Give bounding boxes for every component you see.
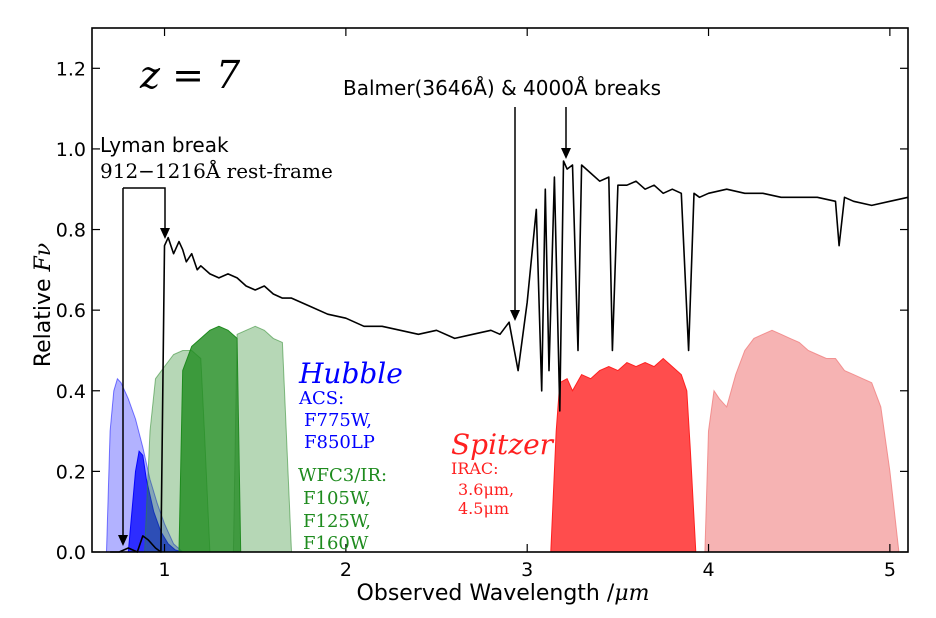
filter-curve-3 — [178, 325, 242, 553]
balmer-arrowhead — [510, 310, 520, 321]
wfc3-filter-1: F105W, — [303, 488, 371, 509]
filter-curve-5 — [550, 357, 697, 553]
balmer-label: Balmer(3646Å) & 4000Å breaks — [343, 76, 661, 100]
x-axis-title: Observed Wavelength /μm — [357, 581, 650, 606]
acs-filter-2: F850LP — [304, 432, 375, 453]
redshift-label: z = 7 — [139, 53, 241, 97]
y-tick-label: 1.2 — [56, 58, 86, 80]
x-tick-label: 4 — [702, 559, 714, 581]
lyman-arrowhead-right — [160, 228, 170, 239]
wfc3-filter-3: F160W — [303, 533, 369, 554]
lyman-break-label: Lyman break — [100, 133, 229, 157]
spectrum-series — [110, 160, 909, 553]
y-tick-label: 0.6 — [56, 300, 86, 322]
lyman-arrowhead-left — [118, 535, 128, 546]
y-tick-label: 0.0 — [56, 542, 86, 564]
irac-channel-1: 3.6μm, — [458, 480, 514, 499]
axis-ticks: 1 2 3 4 5 0.0 0.2 0.4 0.6 0.8 1.0 1.2 — [56, 28, 908, 581]
irac-channel-2: 4.5μm — [458, 499, 509, 518]
filter-curve-4 — [232, 325, 293, 553]
filter-curves — [105, 325, 900, 553]
spitzer-label: Spitzer — [451, 428, 555, 461]
y-axis-title: Relative Fν — [31, 243, 56, 367]
x-tick-label: 2 — [340, 559, 352, 581]
y-tick-label: 0.2 — [56, 461, 86, 483]
hubble-label: Hubble — [298, 357, 403, 390]
acs-label: ACS: — [298, 388, 344, 409]
x-tick-label: 3 — [521, 559, 533, 581]
y-tick-label: 0.4 — [56, 381, 86, 403]
4000-break-arrowhead — [561, 148, 571, 159]
irac-label: IRAC: — [451, 459, 499, 478]
y-tick-label: 1.0 — [56, 139, 86, 161]
axes-frame — [91, 27, 909, 553]
lyman-arrow-lines — [122, 187, 166, 538]
wfc3-label: WFC3/IR: — [298, 465, 387, 486]
wfc3-filter-2: F125W, — [303, 511, 371, 532]
acs-filter-1: F775W, — [304, 410, 372, 431]
x-tick-label: 1 — [158, 559, 170, 581]
lyman-rest-frame-label: 912−1216Å rest-frame — [100, 158, 333, 183]
y-tick-label: 0.8 — [56, 220, 86, 242]
spectrum-line-0 — [110, 160, 909, 553]
filter-curve-6 — [704, 329, 900, 553]
x-tick-label: 5 — [884, 559, 896, 581]
